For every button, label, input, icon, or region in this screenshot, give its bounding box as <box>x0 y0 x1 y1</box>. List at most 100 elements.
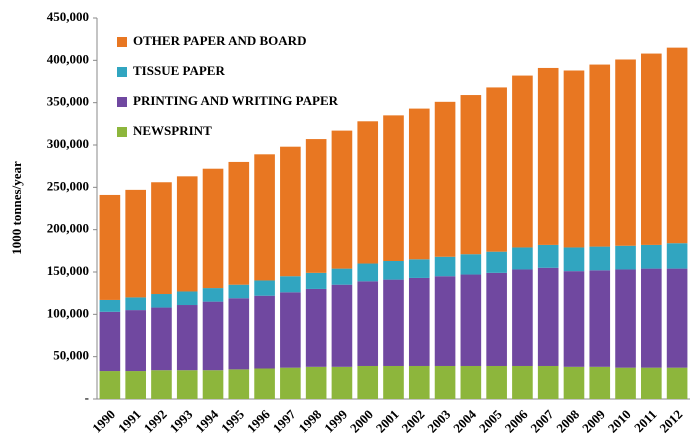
bar-segment <box>383 365 404 399</box>
bar-segment <box>151 370 172 399</box>
bar-segment <box>357 263 379 282</box>
bar-segment <box>125 371 146 399</box>
x-tick-label: 1994 <box>192 406 221 435</box>
bar-segment <box>228 284 250 299</box>
bar-segment <box>666 243 688 269</box>
legend-swatch <box>117 67 127 77</box>
y-tick-label: - <box>85 390 89 405</box>
x-tick-label: 2006 <box>502 406 531 435</box>
bar-segment <box>512 269 533 366</box>
bar-segment <box>331 366 353 399</box>
bar-segment <box>151 182 172 295</box>
bar-segment <box>99 194 121 300</box>
bar-segment <box>589 64 611 247</box>
bar-segment <box>357 365 379 399</box>
x-tick-label: 2000 <box>347 407 376 436</box>
y-tick-label: 250,000 <box>47 178 89 193</box>
bar-segment <box>615 59 636 246</box>
x-tick-label: 1991 <box>115 407 144 436</box>
bar-segment <box>280 146 301 277</box>
bar-segment <box>563 271 585 367</box>
bar-segment <box>537 244 559 268</box>
bar-segment <box>434 101 456 257</box>
bar-segment <box>176 291 198 306</box>
bar-segment <box>305 139 327 273</box>
bar-segment <box>151 307 172 371</box>
bar-segment <box>408 108 430 260</box>
bar-segment <box>357 121 379 264</box>
bar-segment <box>99 311 121 372</box>
bar-segment <box>512 247 533 270</box>
y-tick-label: 100,000 <box>47 305 89 320</box>
legend-label: TISSUE PAPER <box>133 63 225 78</box>
bar-segment <box>537 67 559 245</box>
bar-segment <box>563 70 585 248</box>
bar-segment <box>589 270 611 367</box>
bar-segment <box>615 245 636 270</box>
bar-segment <box>434 365 456 399</box>
bar-segment <box>125 189 146 298</box>
bar-segment <box>486 251 507 273</box>
x-tick-label: 2004 <box>450 406 479 435</box>
bar-segment <box>305 288 327 367</box>
bar-segment <box>254 154 275 281</box>
bar-segment <box>331 268 353 285</box>
bar-segment <box>537 365 559 399</box>
bar-segment <box>641 53 662 245</box>
bar-segment <box>305 366 327 399</box>
y-tick-label: 300,000 <box>47 136 89 151</box>
bar-segment <box>202 301 224 371</box>
bar-segment <box>434 256 456 277</box>
x-tick-label: 2001 <box>373 407 402 436</box>
bar-segment <box>228 298 250 370</box>
bar-segment <box>486 365 507 399</box>
x-tick-label: 2011 <box>631 407 659 435</box>
bar-segment <box>254 280 275 296</box>
bar-segment <box>125 297 146 311</box>
legend-label: OTHER PAPER AND BOARD <box>133 33 306 48</box>
bar-segment <box>641 367 662 399</box>
bar-segment <box>151 294 172 308</box>
y-tick-label: 350,000 <box>47 94 89 109</box>
bar-segment <box>512 365 533 399</box>
bar-segment <box>408 259 430 278</box>
bar-segment <box>563 247 585 272</box>
bar-segment <box>563 366 585 399</box>
x-tick-label: 2005 <box>476 406 505 435</box>
bar-segment <box>383 279 404 366</box>
bar-segment <box>408 365 430 399</box>
bar-segment <box>176 305 198 371</box>
bar-segment <box>99 299 121 312</box>
bar-segment <box>331 284 353 367</box>
bar-segment <box>331 130 353 269</box>
bar-segment <box>202 168 224 289</box>
bar-segment <box>408 277 430 366</box>
legend-label: NEWSPRINT <box>133 123 212 138</box>
bar-segment <box>460 365 482 399</box>
bar-segment <box>202 370 224 399</box>
bar-segment <box>589 246 611 271</box>
bar-segment <box>666 47 688 244</box>
legend-swatch <box>117 37 127 47</box>
bar-segment <box>280 276 301 293</box>
x-tick-label: 1999 <box>321 406 350 435</box>
legend-swatch <box>117 127 127 137</box>
bar-segment <box>228 369 250 399</box>
bar-segment <box>202 288 224 302</box>
bar-segment <box>641 268 662 368</box>
bar-segment <box>537 267 559 366</box>
bar-segment <box>176 370 198 399</box>
bar-segment <box>228 161 250 285</box>
y-axis-label: 1000 tonnes/year <box>9 161 24 255</box>
bar-segment <box>666 367 688 399</box>
bar-segment <box>460 274 482 366</box>
bar-segment <box>280 292 301 368</box>
bar-segment <box>486 87 507 252</box>
bar-segment <box>280 367 301 399</box>
bar-segment <box>460 95 482 255</box>
x-tick-label: 2009 <box>579 406 608 435</box>
x-tick-label: 2010 <box>605 407 634 436</box>
bar-segment <box>305 272 327 289</box>
legend-swatch <box>117 97 127 107</box>
